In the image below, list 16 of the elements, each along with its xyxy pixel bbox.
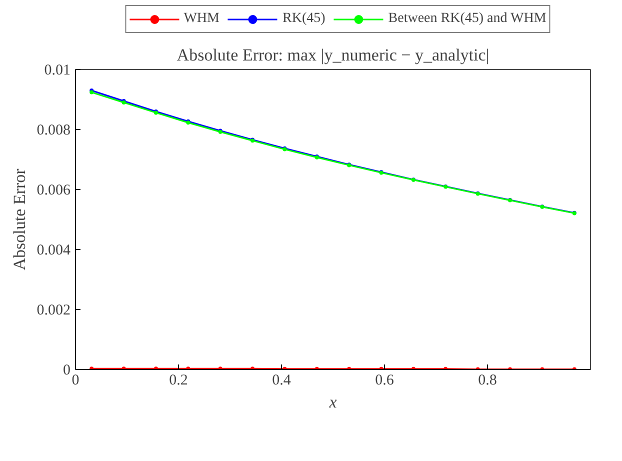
x-tick-label: 0.6 [375,372,394,388]
legend-label: WHM [184,11,220,27]
y-axis-title: Absolute Error [10,168,29,270]
y-tick-label: 0.006 [36,182,71,198]
y-tick-label: 0.008 [36,122,70,138]
y-tick-label: 0 [63,362,70,378]
x-tick-label: 0.8 [478,372,497,388]
x-tick-label: 0.4 [272,372,292,388]
legend-label: RK(45) [282,11,326,27]
y-tick-label: 0.004 [36,242,71,258]
x-axis-title: x [328,392,338,412]
y-tick-label: 0.002 [36,302,70,318]
y-tick-label: 0.01 [44,62,70,78]
legend-label: Between RK(45) and WHM [388,11,546,27]
x-tick-label: 0.2 [169,372,188,388]
chart-title: Absolute Error: max |y_numeric − y_analytic| [176,46,490,64]
